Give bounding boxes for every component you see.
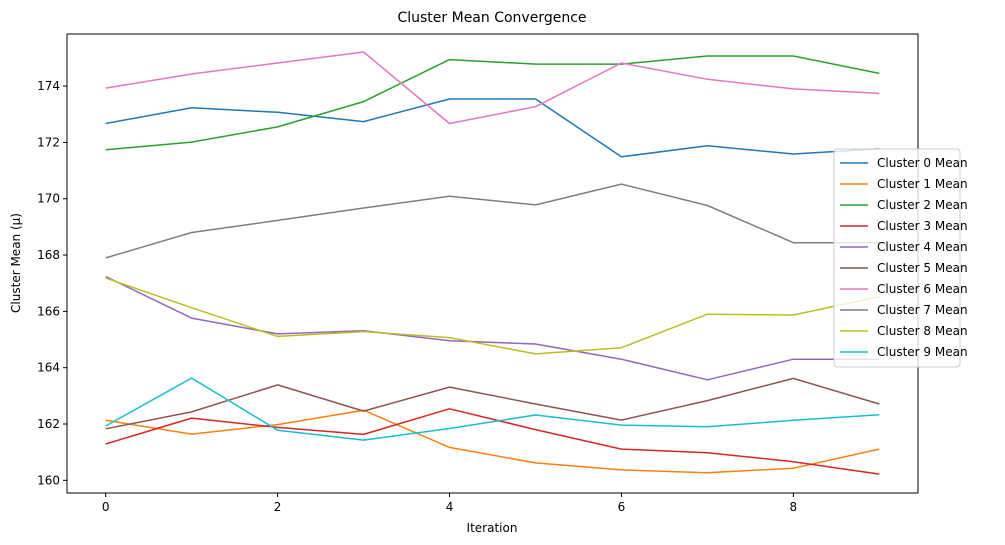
chart-title: Cluster Mean Convergence (397, 10, 586, 26)
legend-label: Cluster 6 Mean (877, 282, 968, 296)
y-tick-label: 170 (37, 192, 60, 206)
series-line-cluster-8 (105, 277, 880, 355)
legend-label: Cluster 3 Mean (877, 219, 968, 233)
x-tick-label: 8 (790, 500, 798, 514)
y-tick-label: 166 (37, 304, 60, 318)
series-line-cluster-5 (105, 377, 880, 430)
x-tick-label: 2 (274, 500, 282, 514)
legend-label: Cluster 7 Mean (877, 303, 968, 317)
x-tick-label: 6 (618, 500, 626, 514)
y-tick-label: 172 (37, 135, 60, 149)
y-tick-label: 164 (37, 361, 60, 375)
series-line-cluster-7 (105, 183, 880, 259)
y-tick-label: 160 (37, 473, 60, 487)
x-axis-label: Iteration (467, 521, 518, 535)
legend-label: Cluster 4 Mean (877, 240, 968, 254)
legend: Cluster 0 Mean Cluster 1 Mean Cluster 2 Me… (833, 148, 968, 368)
series-line-cluster-6 (105, 51, 880, 125)
y-axis-label: Cluster Mean (μ) (9, 213, 23, 313)
legend-label: Cluster 5 Mean (877, 261, 968, 275)
legend-label: Cluster 8 Mean (877, 324, 968, 338)
legend-label: Cluster 0 Mean (877, 156, 968, 170)
plot-lines (105, 51, 880, 475)
series-line-cluster-1 (105, 409, 880, 474)
x-tick-label: 0 (102, 500, 110, 514)
x-axis-ticks: 0 2 4 6 8 (102, 493, 797, 514)
legend-label: Cluster 1 Mean (877, 177, 968, 191)
x-tick-label: 4 (446, 500, 454, 514)
legend-label: Cluster 9 Mean (877, 345, 968, 359)
series-line-cluster-9 (105, 377, 880, 441)
series-line-cluster-4 (105, 275, 880, 381)
series-line-cluster-2 (105, 55, 880, 151)
y-axis-ticks: 160 162 164 166 168 170 172 174 (37, 79, 67, 487)
y-tick-label: 168 (37, 248, 60, 262)
y-tick-label: 174 (37, 79, 60, 93)
legend-box (833, 148, 961, 368)
series-line-cluster-3 (105, 408, 880, 475)
y-tick-label: 162 (37, 417, 60, 431)
series-line-cluster-0 (105, 98, 880, 158)
legend-label: Cluster 2 Mean (877, 198, 968, 212)
plot-frame (66, 33, 919, 494)
